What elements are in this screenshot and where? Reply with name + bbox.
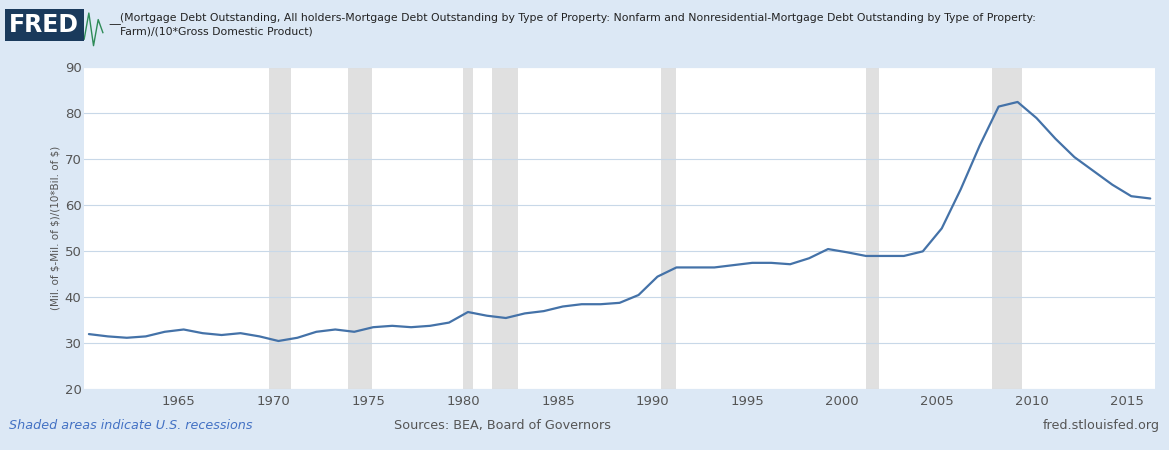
Text: Sources: BEA, Board of Governors: Sources: BEA, Board of Governors <box>394 419 611 432</box>
Text: —: — <box>109 18 122 32</box>
Bar <box>463 68 472 389</box>
Bar <box>992 68 1023 389</box>
Bar <box>866 68 879 389</box>
Y-axis label: (Mil. of $-Mil. of $)/(10*Bil. of $): (Mil. of $-Mil. of $)/(10*Bil. of $) <box>50 146 61 310</box>
Text: Shaded areas indicate U.S. recessions: Shaded areas indicate U.S. recessions <box>9 419 253 432</box>
Bar <box>348 68 372 389</box>
Text: fred.stlouisfed.org: fred.stlouisfed.org <box>1043 419 1160 432</box>
Bar <box>269 68 291 389</box>
Bar <box>492 68 519 389</box>
Text: (Mortgage Debt Outstanding, All holders-Mortgage Debt Outstanding by Type of Pro: (Mortgage Debt Outstanding, All holders-… <box>120 13 1036 36</box>
Text: FRED: FRED <box>9 13 79 37</box>
Bar <box>660 68 677 389</box>
